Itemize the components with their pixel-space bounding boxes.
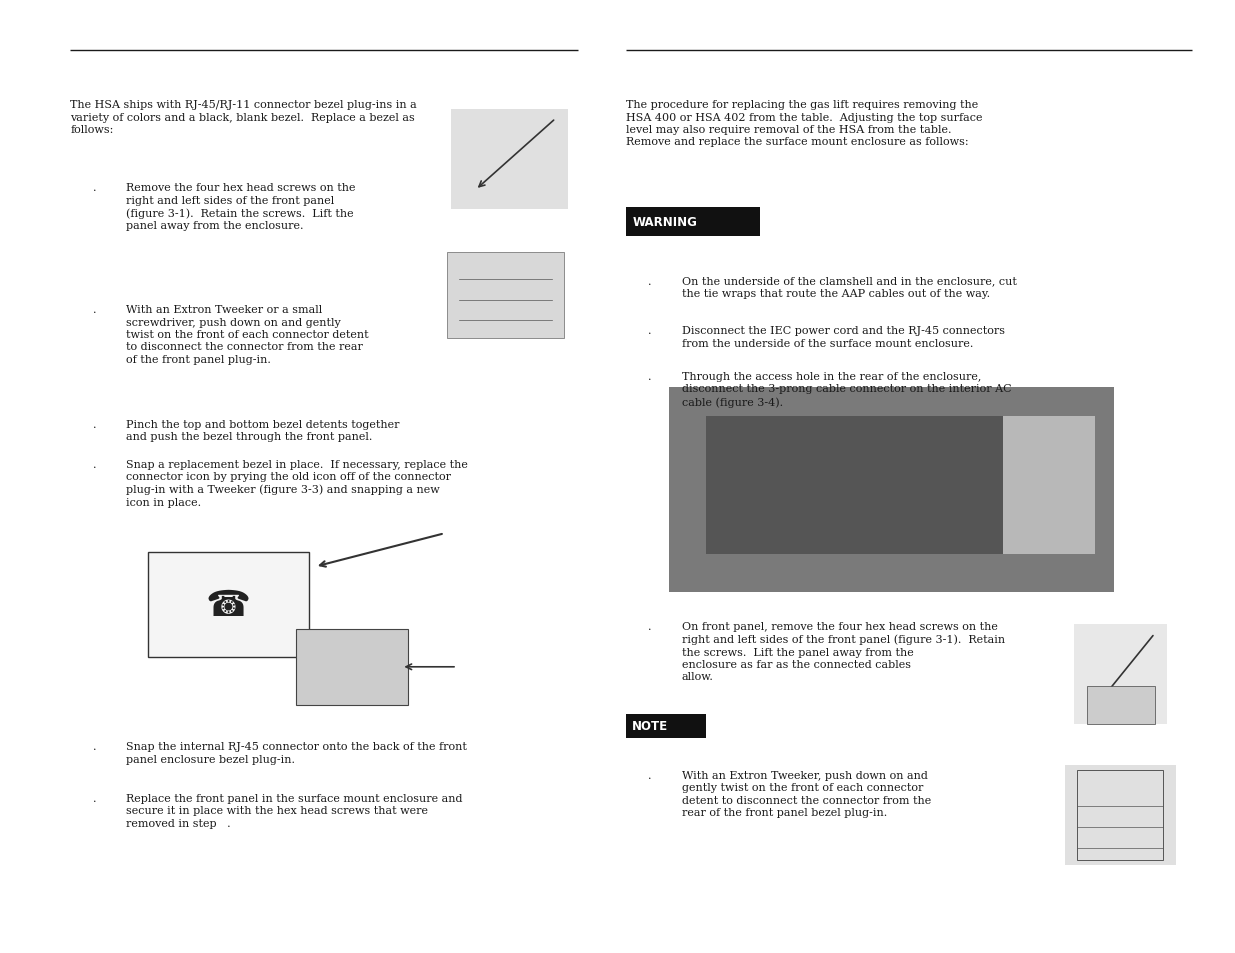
Text: Disconnect the IEC power cord and the RJ-45 connectors
from the underside of the: Disconnect the IEC power cord and the RJ…: [682, 326, 1005, 348]
Text: Replace the front panel in the surface mount enclosure and
secure it in place wi: Replace the front panel in the surface m…: [126, 793, 462, 827]
Bar: [1003, 416, 1095, 555]
Text: The procedure for replacing the gas lift requires removing the
HSA 400 or HSA 40: The procedure for replacing the gas lift…: [626, 100, 983, 147]
Bar: [296, 629, 408, 705]
Text: .: .: [93, 459, 96, 469]
Text: .: .: [93, 419, 96, 429]
Text: .: .: [93, 305, 96, 314]
Text: Through the access hole in the rear of the enclosure,
disconnect the 3-prong cab: Through the access hole in the rear of t…: [682, 372, 1011, 407]
Text: .: .: [648, 621, 652, 631]
Bar: [706, 416, 1052, 555]
Text: The HSA ships with RJ-45/RJ-11 connector bezel plug-ins in a
variety of colors a: The HSA ships with RJ-45/RJ-11 connector…: [70, 100, 417, 134]
Bar: [1074, 624, 1167, 724]
Text: .: .: [93, 183, 96, 193]
Bar: [148, 553, 309, 658]
Text: Snap a replacement bezel in place.  If necessary, replace the
connector icon by : Snap a replacement bezel in place. If ne…: [126, 459, 468, 507]
Bar: [1065, 765, 1176, 865]
Text: Remove the four hex head screws on the
right and left sides of the front panel
(: Remove the four hex head screws on the r…: [126, 183, 356, 231]
Text: ☎: ☎: [206, 588, 251, 622]
Bar: [447, 253, 564, 338]
Bar: [451, 110, 568, 210]
Text: .: .: [648, 326, 652, 335]
Bar: [626, 208, 760, 236]
Text: .: .: [648, 276, 652, 286]
Text: .: .: [648, 372, 652, 381]
Text: WARNING: WARNING: [632, 215, 698, 229]
Text: .: .: [93, 741, 96, 751]
Bar: [1077, 770, 1163, 861]
Text: With an Extron Tweeker or a small
screwdriver, push down on and gently
twist on : With an Extron Tweeker or a small screwd…: [126, 305, 368, 364]
Text: On the underside of the clamshell and in the enclosure, cut
the tie wraps that r: On the underside of the clamshell and in…: [682, 276, 1016, 298]
Text: Snap the internal RJ-45 connector onto the back of the front
panel enclosure bez: Snap the internal RJ-45 connector onto t…: [126, 741, 467, 763]
Text: .: .: [93, 793, 96, 802]
Bar: [626, 714, 706, 739]
Text: Pinch the top and bottom bezel detents together
and push the bezel through the f: Pinch the top and bottom bezel detents t…: [126, 419, 399, 441]
Bar: [669, 388, 1114, 593]
Text: .: .: [648, 770, 652, 780]
Text: With an Extron Tweeker, push down on and
gently twist on the front of each conne: With an Extron Tweeker, push down on and…: [682, 770, 931, 817]
Text: On front panel, remove the four hex head screws on the
right and left sides of t: On front panel, remove the four hex head…: [682, 621, 1005, 681]
Text: NOTE: NOTE: [632, 720, 668, 733]
Bar: [1087, 686, 1155, 724]
